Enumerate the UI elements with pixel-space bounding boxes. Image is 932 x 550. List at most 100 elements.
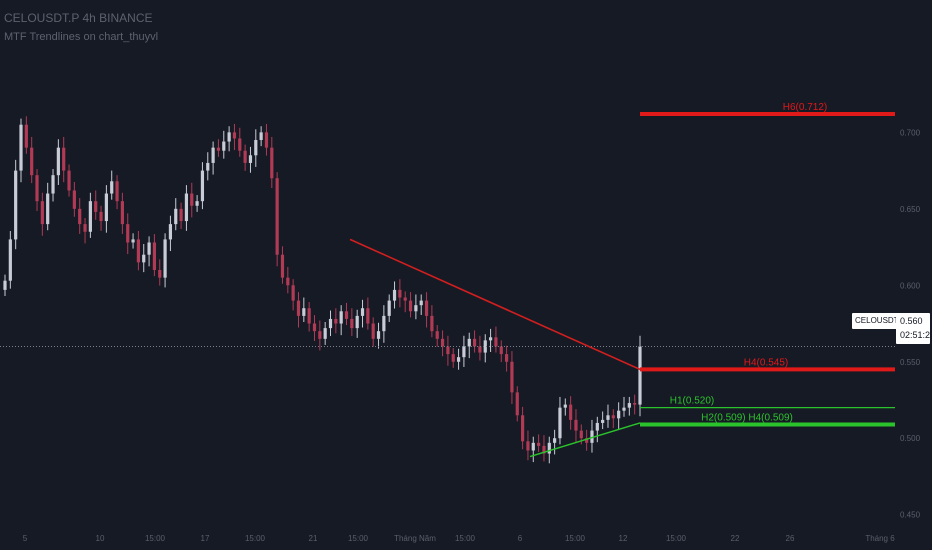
candle-body xyxy=(152,242,157,270)
candle-body xyxy=(531,442,535,451)
y-tick-label: 0.700 xyxy=(900,128,921,137)
candle-body xyxy=(120,201,124,225)
candle-body xyxy=(595,422,599,431)
candle-body xyxy=(590,430,594,443)
candle-body xyxy=(30,147,34,176)
candle-body xyxy=(515,392,519,416)
candle-body xyxy=(456,357,461,362)
symbol-price-tag: CELOUSDT.P xyxy=(852,313,909,329)
candle-body xyxy=(184,193,189,222)
x-tick-label: 15:00 xyxy=(565,534,586,543)
resistance-trendline xyxy=(349,238,641,371)
candle-body xyxy=(195,201,199,206)
candle-body xyxy=(126,224,130,243)
candle-body xyxy=(62,147,66,171)
candle-body xyxy=(40,201,44,225)
x-tick-label: 15:00 xyxy=(145,534,166,543)
candle-body xyxy=(14,170,18,240)
candle-body xyxy=(366,308,370,324)
candle-body xyxy=(606,415,610,420)
candle-body xyxy=(35,175,39,202)
x-tick-label: 15:00 xyxy=(245,534,266,543)
candle-body xyxy=(270,147,274,179)
x-tick-label: 5 xyxy=(23,534,28,543)
candle-body xyxy=(350,318,354,329)
candle-body xyxy=(462,346,466,358)
candle-body xyxy=(99,211,103,222)
candle-body xyxy=(190,193,194,206)
candle-body xyxy=(435,331,439,339)
candle-body xyxy=(451,354,455,362)
candle-body xyxy=(558,407,562,439)
candle-body xyxy=(8,239,12,281)
candle-body xyxy=(3,280,7,290)
level-label: H6(0.712) xyxy=(783,102,827,113)
candle-body xyxy=(216,147,221,151)
candle-body xyxy=(344,311,349,319)
x-tick-label: Tháng 6 xyxy=(865,534,895,543)
candle-body xyxy=(526,441,530,451)
candle-body xyxy=(254,140,258,156)
candle-body xyxy=(569,404,573,420)
y-tick-label: 0.450 xyxy=(900,511,921,520)
candle-body xyxy=(510,361,514,393)
x-tick-label: 15:00 xyxy=(666,534,687,543)
candle-body xyxy=(601,419,605,423)
y-tick-label: 0.600 xyxy=(900,281,921,290)
candle-body xyxy=(398,289,402,298)
candle-body xyxy=(110,181,114,194)
candle-body xyxy=(328,318,333,329)
candle-body xyxy=(291,285,295,301)
candle-body xyxy=(286,277,290,286)
candle-body xyxy=(339,311,343,324)
candle-body xyxy=(51,175,55,194)
level-label: H2(0.509) H4(0.509) xyxy=(701,412,793,423)
candle-body xyxy=(537,442,541,446)
candle-body xyxy=(46,193,50,225)
candle-body xyxy=(264,132,269,148)
candle-body xyxy=(72,190,76,209)
candle-body xyxy=(179,208,183,222)
candle-body xyxy=(200,170,205,202)
candle-body xyxy=(424,300,429,316)
x-tick-label: 15:00 xyxy=(455,534,476,543)
candle-body xyxy=(78,208,82,225)
candle-body xyxy=(504,354,509,362)
candle-body xyxy=(147,242,151,255)
candle-body xyxy=(163,239,167,278)
candle-body xyxy=(392,289,397,301)
candle-body xyxy=(238,138,242,151)
candle-body xyxy=(227,132,231,142)
candle-body xyxy=(142,254,146,263)
candle-body xyxy=(403,297,407,301)
candle-body xyxy=(627,403,631,408)
candle-body xyxy=(547,442,551,454)
candle-body xyxy=(440,338,445,347)
y-tick-label: 0.500 xyxy=(900,434,921,443)
candle-body xyxy=(280,254,285,278)
x-tick-label: 10 xyxy=(96,534,105,543)
x-tick-label: Tháng Năm xyxy=(394,534,436,543)
candle-body xyxy=(131,239,135,243)
candle-body xyxy=(521,415,525,442)
candle-body xyxy=(430,315,434,332)
candle-body xyxy=(414,305,418,312)
candle-body xyxy=(499,346,503,355)
candle-body xyxy=(243,150,247,163)
candle-body xyxy=(553,438,557,443)
x-tick-label: 22 xyxy=(731,534,740,543)
candle-body xyxy=(360,308,365,316)
candle-body xyxy=(307,308,311,324)
symbol-title: CELOUSDT.P 4h BINANCE xyxy=(4,11,153,25)
level-label: H1(0.520) xyxy=(670,396,714,407)
x-tick-label: 6 xyxy=(518,534,523,543)
last-price-value: 0.560 xyxy=(900,316,923,326)
candle-body xyxy=(211,147,215,163)
candle-body xyxy=(382,315,386,332)
candle-body xyxy=(323,328,327,339)
candle-body xyxy=(136,239,141,263)
candle-body xyxy=(371,323,375,339)
candle-body xyxy=(622,407,626,411)
